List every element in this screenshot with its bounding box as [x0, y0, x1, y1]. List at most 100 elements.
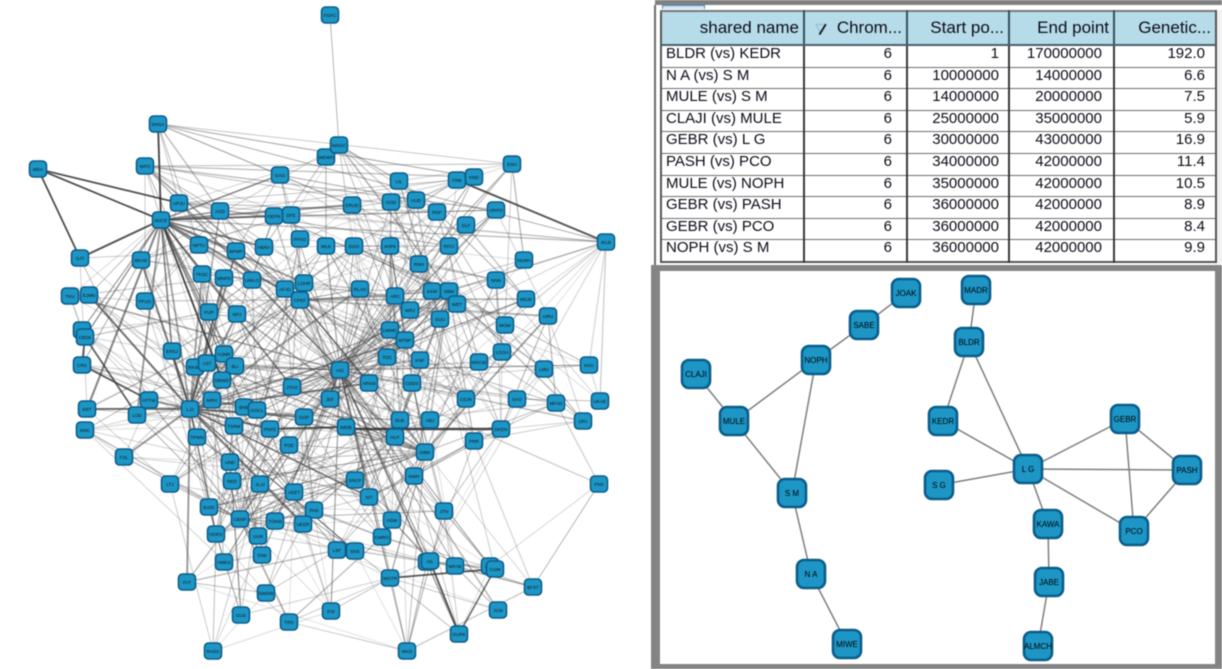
svg-text:KEDR: KEDR — [932, 417, 954, 426]
svg-text:UUD: UUD — [411, 198, 422, 203]
svg-text:SUU: SUU — [435, 317, 445, 322]
svg-text:MOW: MOW — [499, 323, 511, 328]
svg-text:ALMCH: ALMCH — [1024, 642, 1052, 651]
svg-text:RDF: RDF — [432, 210, 442, 215]
svg-text:GEBR: GEBR — [1114, 415, 1137, 424]
svg-text:BPMP: BPMP — [229, 249, 242, 254]
svg-text:PPAO: PPAO — [294, 237, 307, 242]
svg-text:TOKM: TOKM — [268, 519, 281, 524]
svg-text:WGTR: WGTR — [383, 576, 398, 581]
svg-text:CDDS: CDDS — [405, 381, 418, 386]
svg-text:CEJN: CEJN — [460, 397, 472, 402]
svg-text:AGD: AGD — [215, 209, 226, 214]
svg-text:TPWN: TPWN — [190, 435, 204, 440]
svg-text:JOAK: JOAK — [896, 289, 918, 298]
svg-text:ESI: ESI — [327, 609, 334, 614]
svg-text:CUW: CUW — [490, 567, 502, 572]
svg-text:AIL: AIL — [427, 559, 434, 564]
svg-text:MULE: MULE — [723, 417, 745, 426]
svg-text:NPTU: NPTU — [193, 243, 206, 248]
svg-text:DNSA: DNSA — [152, 122, 166, 127]
svg-text:GURK: GURK — [452, 632, 466, 637]
svg-text:NPJ: NPJ — [233, 312, 242, 317]
svg-text:RFCI: RFCI — [444, 244, 455, 249]
svg-text:KKM: KKM — [427, 289, 437, 294]
svg-text:LSF: LSF — [333, 548, 342, 553]
svg-text:DGO: DGO — [349, 244, 360, 249]
svg-text:ARKM: ARKM — [362, 381, 375, 386]
svg-text:MFAD: MFAD — [550, 401, 563, 406]
svg-text:SWDW: SWDW — [258, 591, 274, 596]
svg-text:L G: L G — [1022, 465, 1035, 474]
svg-text:UKAE: UKAE — [594, 399, 607, 404]
svg-text:WIOI: WIOI — [402, 649, 412, 654]
svg-text:PASH: PASH — [1176, 466, 1197, 475]
svg-text:RNH: RNH — [414, 262, 424, 267]
svg-text:S M: S M — [785, 489, 800, 498]
svg-text:ABJ: ABJ — [426, 418, 434, 423]
svg-text:WLK: WLK — [321, 244, 332, 249]
svg-text:WFAB: WFAB — [448, 564, 461, 569]
svg-text:TKU: TKU — [65, 294, 74, 299]
svg-text:JTN: JTN — [440, 509, 448, 514]
svg-text:AHPK: AHPK — [384, 244, 397, 249]
svg-text:RADS: RADS — [207, 649, 220, 654]
svg-text:LJJ: LJJ — [186, 407, 193, 412]
svg-text:FSL: FSL — [120, 455, 129, 460]
svg-text:MSJK: MSJK — [520, 297, 533, 302]
svg-text:PAD: PAD — [309, 508, 319, 513]
svg-text:FAT: FAT — [183, 580, 191, 585]
svg-text:RED: RED — [227, 479, 237, 484]
svg-text:NOPH: NOPH — [804, 356, 827, 365]
svg-text:UPJU: UPJU — [173, 201, 185, 206]
svg-text:OOD: OOD — [386, 200, 397, 205]
svg-text:MSCW: MSCW — [472, 360, 487, 365]
svg-text:GOP: GOP — [299, 415, 309, 420]
svg-text:MTBP: MTBP — [399, 338, 412, 343]
svg-text:UUN: UUN — [253, 534, 263, 539]
svg-text:JLJJ: JLJJ — [255, 482, 264, 487]
svg-text:SNCP: SNCP — [349, 478, 362, 483]
svg-text:CBSK: CBSK — [79, 335, 92, 340]
svg-text:BLI: BLI — [232, 364, 239, 369]
svg-text:AIG: AIG — [336, 368, 344, 373]
svg-text:FUP: FUP — [204, 310, 213, 315]
svg-text:TKSC: TKSC — [196, 272, 209, 277]
svg-text:BFST: BFST — [527, 585, 539, 590]
svg-text:OIW: OIW — [257, 553, 267, 558]
svg-text:UWLO: UWLO — [245, 278, 259, 283]
svg-text:JABE: JABE — [1039, 578, 1059, 587]
svg-text:JEF: JEF — [326, 397, 334, 402]
svg-text:DKEN: DKEN — [495, 427, 508, 432]
svg-text:BJJG: BJJG — [203, 505, 215, 510]
svg-text:AST: AST — [203, 361, 212, 366]
svg-text:KKG: KKG — [584, 363, 594, 368]
svg-text:EJMN: EJMN — [83, 293, 96, 298]
svg-text:GUS: GUS — [236, 613, 246, 618]
svg-text:NWH: NWH — [409, 474, 420, 479]
svg-text:AIRU: AIRU — [543, 314, 554, 319]
svg-text:MJCE: MJCE — [155, 218, 168, 223]
svg-text:WSGC: WSGC — [332, 143, 347, 148]
svg-text:AEET: AEET — [288, 490, 300, 495]
svg-text:MIWE: MIWE — [836, 640, 858, 649]
svg-text:SABE: SABE — [853, 321, 874, 330]
svg-text:GLF: GLF — [462, 223, 471, 228]
svg-text:CLAJI: CLAJI — [685, 370, 707, 379]
svg-text:BNE: BNE — [239, 405, 248, 410]
svg-text:RKWF: RKWF — [188, 365, 202, 370]
svg-text:TOC: TOC — [382, 355, 392, 360]
svg-text:BUK: BUK — [395, 418, 405, 423]
svg-text:WNPD: WNPD — [217, 276, 232, 281]
svg-text:LMU: LMU — [539, 367, 549, 372]
svg-text:ERUD: ERUD — [345, 203, 359, 208]
svg-text:FGFC: FGFC — [324, 13, 337, 18]
svg-text:JCM: JCM — [493, 608, 503, 613]
svg-text:ORPD: ORPD — [489, 208, 503, 213]
svg-text:HJNR: HJNR — [218, 352, 231, 357]
svg-text:KNF: KNF — [415, 358, 424, 363]
svg-text:SAO: SAO — [512, 397, 522, 402]
svg-text:DIBK: DIBK — [420, 450, 432, 455]
svg-text:GAG: GAG — [275, 173, 286, 178]
svg-text:CWRG: CWRG — [375, 535, 390, 540]
